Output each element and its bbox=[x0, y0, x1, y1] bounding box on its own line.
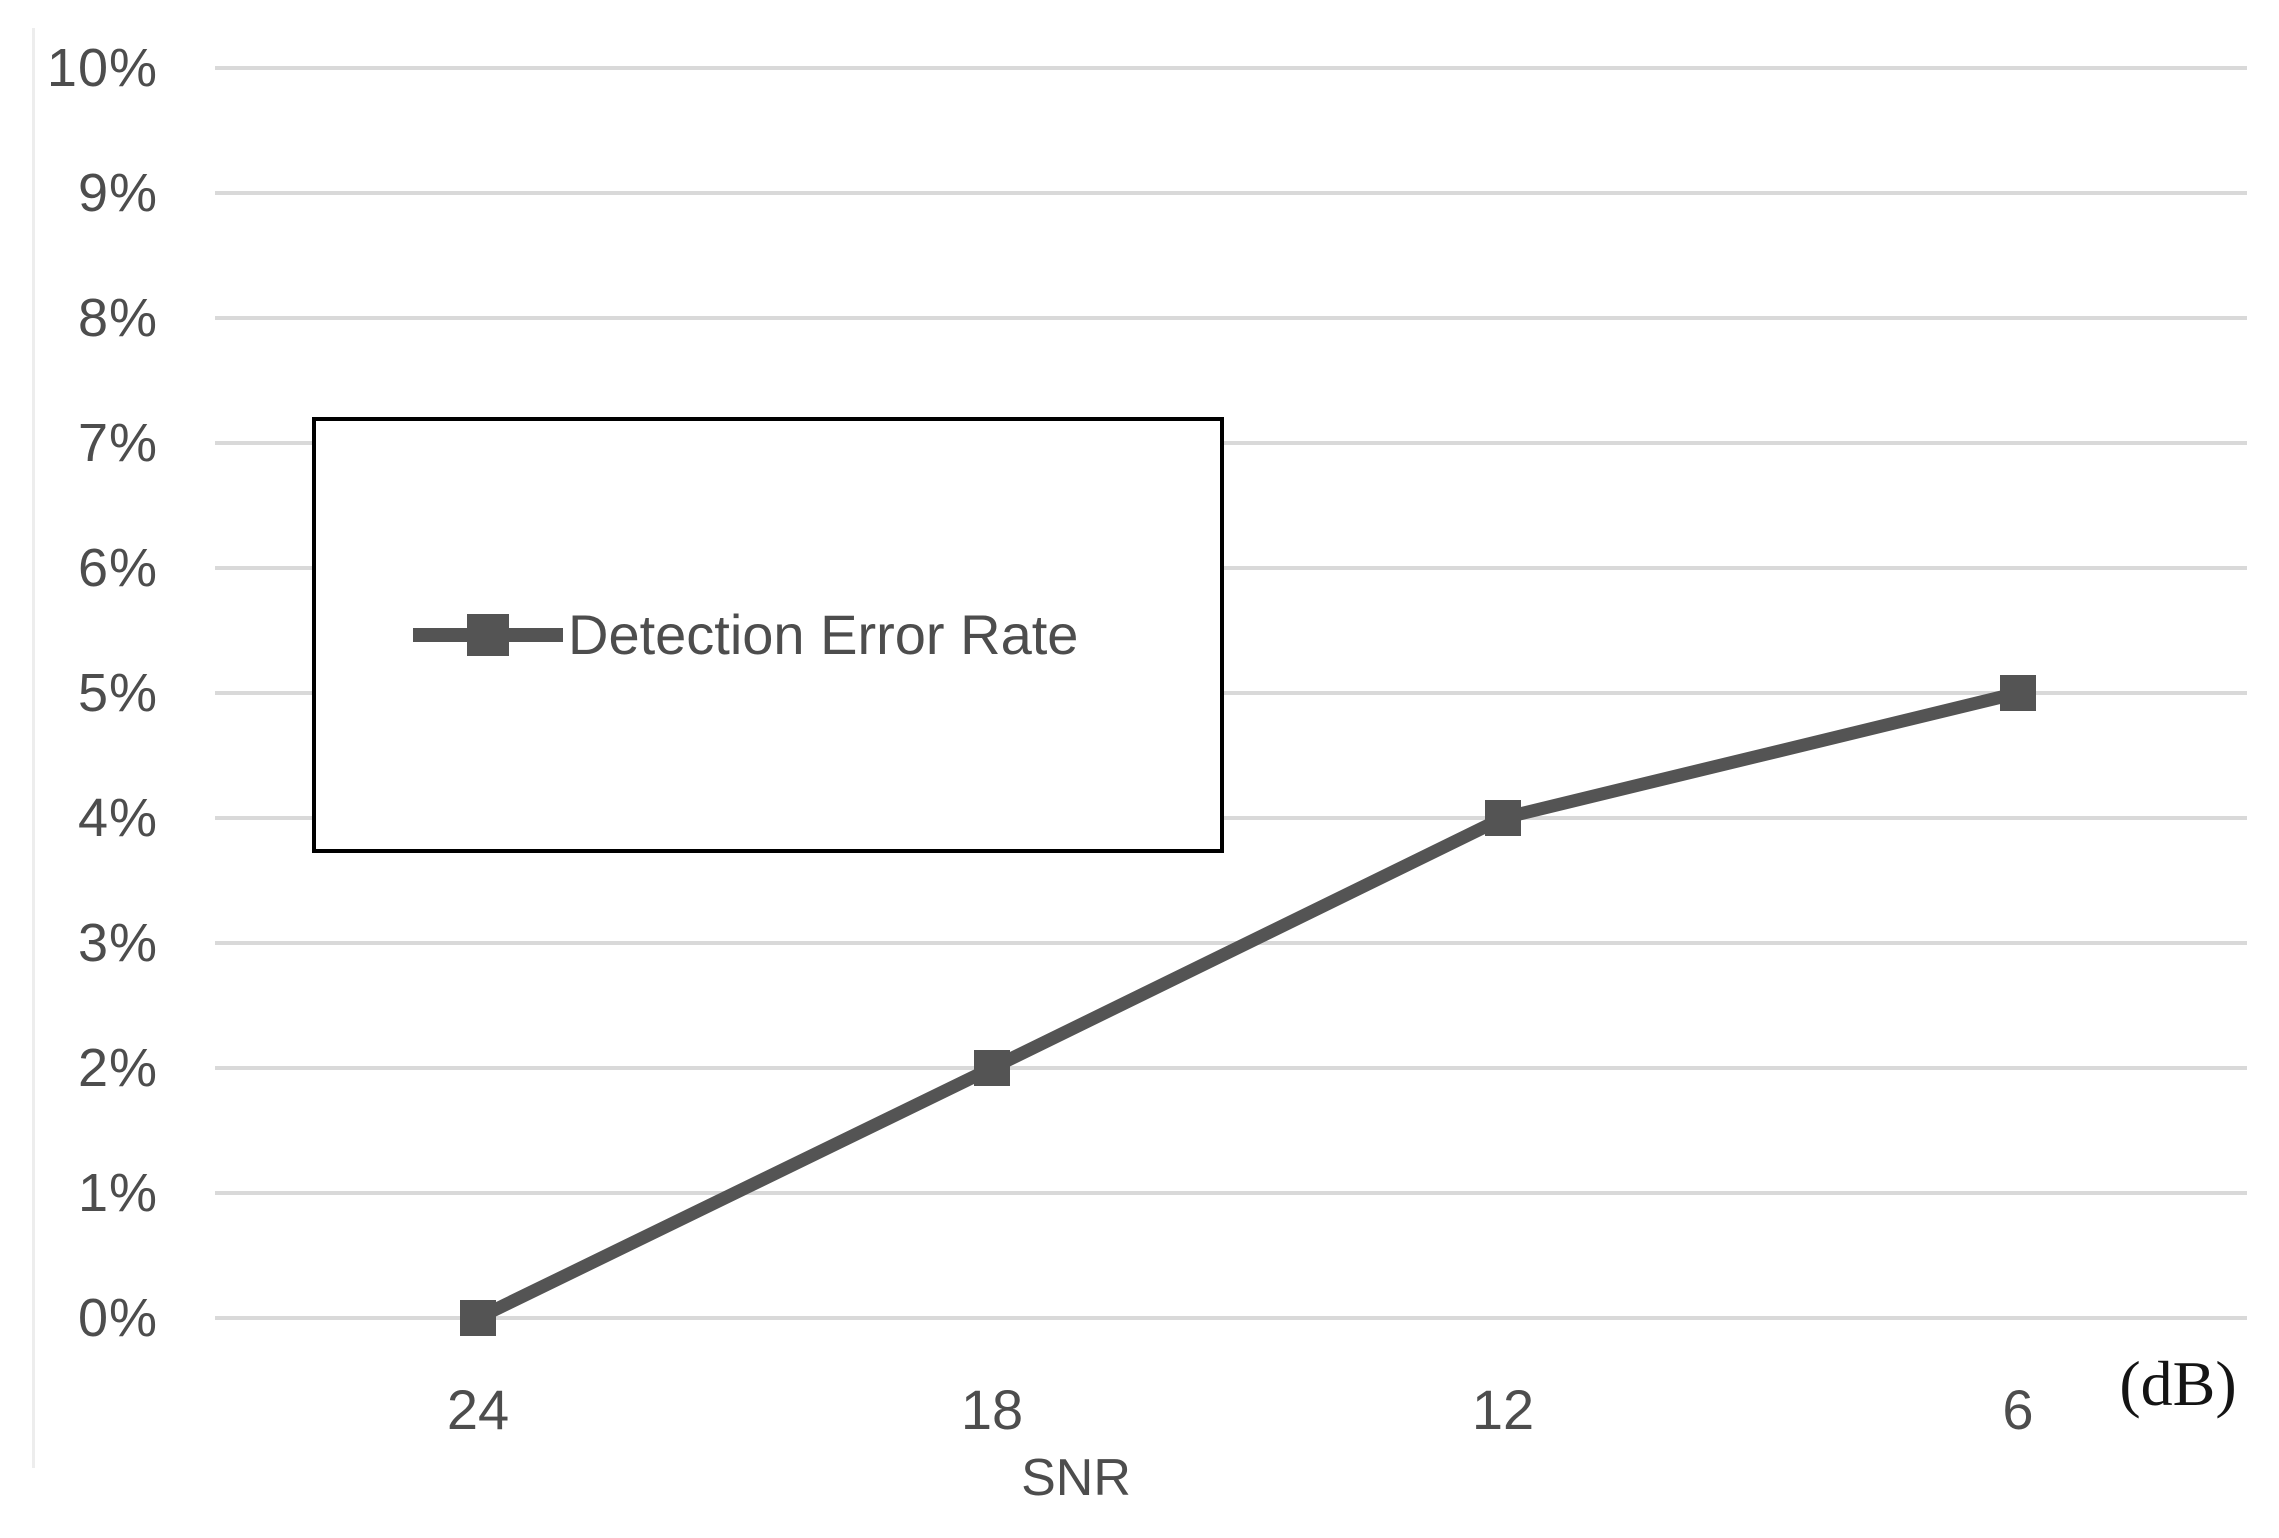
y-tick-label: 3% bbox=[77, 913, 158, 973]
gridline bbox=[215, 66, 2247, 70]
gridline bbox=[215, 316, 2247, 320]
data-point-marker bbox=[974, 1050, 1010, 1086]
x-tick-label: 12 bbox=[1471, 1378, 1535, 1441]
legend-line-marker-icon bbox=[413, 614, 563, 656]
gridline bbox=[215, 1191, 2247, 1195]
gridline bbox=[215, 691, 2247, 695]
legend-box: Detection Error Rate bbox=[312, 417, 1224, 853]
x-tick-label: 18 bbox=[960, 1378, 1024, 1441]
legend-series-label: Detection Error Rate bbox=[568, 603, 1079, 666]
y-tick-label: 9% bbox=[77, 163, 158, 223]
legend-square-marker-icon bbox=[467, 614, 509, 656]
data-point-marker bbox=[2000, 675, 2036, 711]
data-point-marker bbox=[1485, 800, 1521, 836]
y-tick-label: 4% bbox=[77, 788, 158, 848]
gridline bbox=[215, 1066, 2247, 1070]
y-tick-label: 0% bbox=[77, 1288, 158, 1348]
x-tick-label: 6 bbox=[2002, 1378, 2034, 1441]
y-tick-label: 1% bbox=[77, 1163, 158, 1223]
y-tick-label: 10% bbox=[46, 38, 158, 98]
chart-left-border bbox=[32, 28, 35, 1468]
y-tick-label: 2% bbox=[77, 1038, 158, 1098]
gridline bbox=[215, 566, 2247, 570]
x-tick-label: 24 bbox=[446, 1378, 510, 1441]
data-point-marker bbox=[460, 1300, 496, 1336]
y-tick-label: 6% bbox=[77, 538, 158, 598]
gridline bbox=[215, 816, 2247, 820]
gridline bbox=[215, 441, 2247, 445]
data-line bbox=[471, 686, 2025, 1325]
y-tick-label: 5% bbox=[77, 663, 158, 723]
x-axis-title: SNR bbox=[1021, 1449, 1131, 1507]
x-axis-unit-label: (dB) bbox=[2119, 1348, 2237, 1419]
y-tick-label: 7% bbox=[77, 413, 158, 473]
gridline bbox=[215, 191, 2247, 195]
gridline bbox=[215, 1316, 2247, 1320]
y-tick-label: 8% bbox=[77, 288, 158, 348]
gridline bbox=[215, 941, 2247, 945]
